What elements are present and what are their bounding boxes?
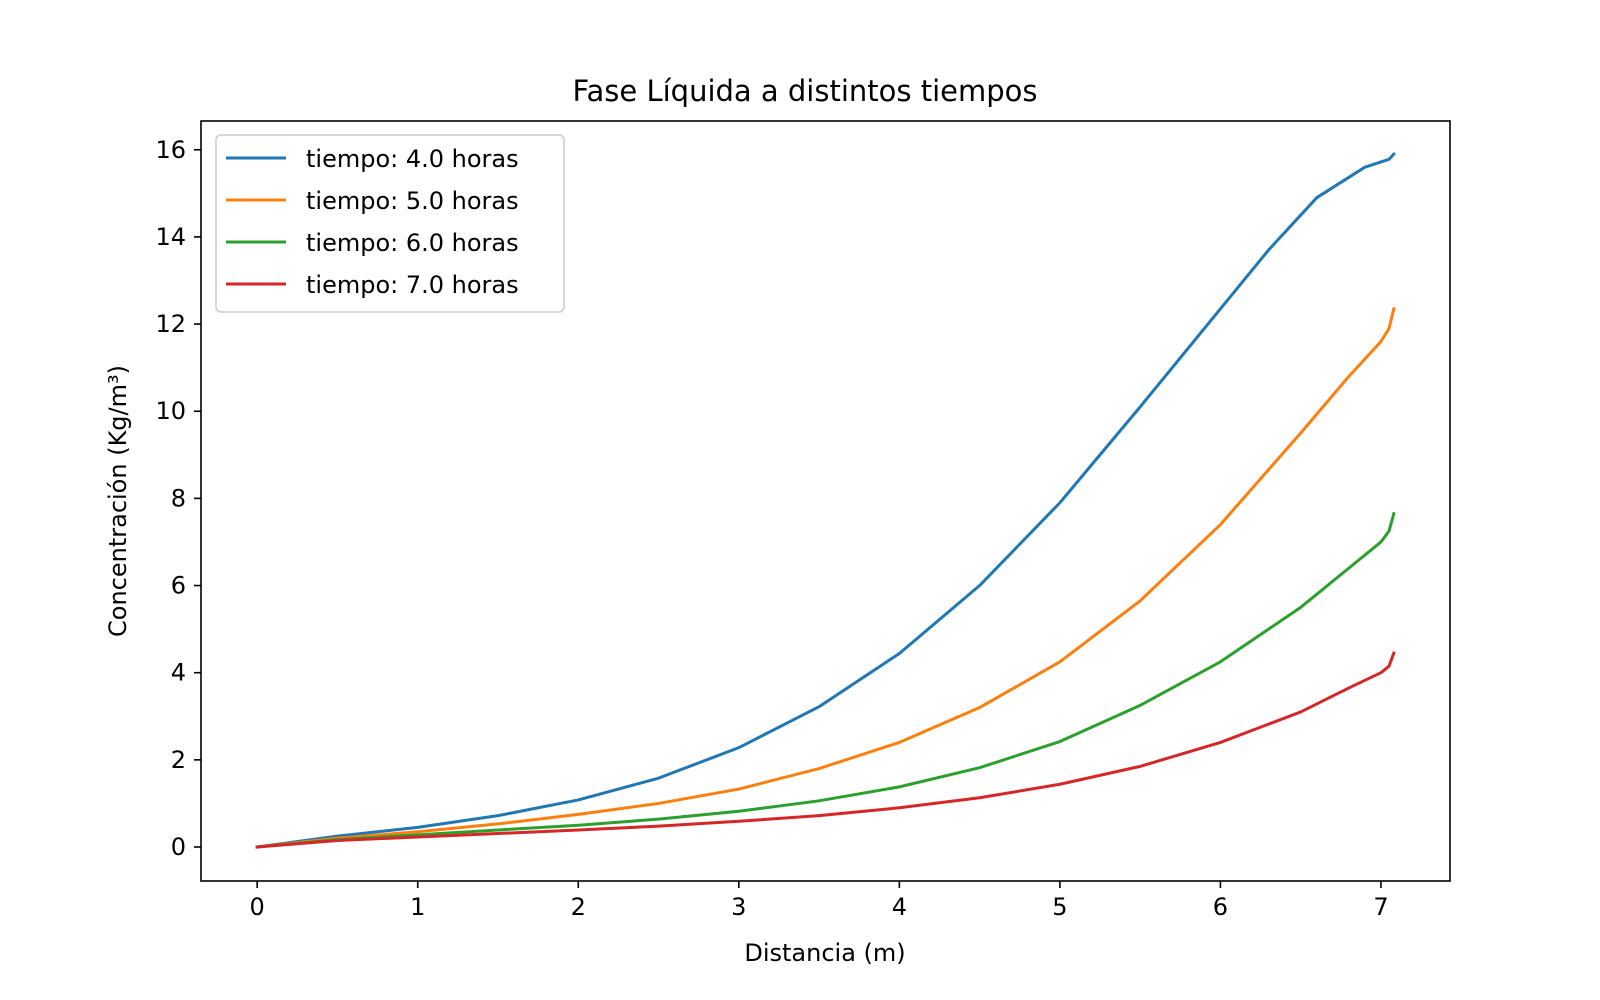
legend-label: tiempo: 5.0 horas (306, 187, 519, 215)
y-tick-label: 14 (155, 223, 186, 251)
y-tick-label: 0 (171, 833, 186, 861)
chart-title: Fase Líquida a distintos tiempos (572, 74, 1037, 108)
legend-label: tiempo: 4.0 horas (306, 145, 519, 173)
x-tick-label: 0 (250, 893, 265, 921)
legend: tiempo: 4.0 horas tiempo: 5.0 horas tiempo… (215, 134, 565, 313)
legend-label: tiempo: 6.0 horas (306, 229, 519, 257)
y-axis-label: Concentración (Kg/m³) (104, 365, 132, 637)
plot-area (255, 152, 1396, 849)
x-tick-label: 4 (892, 893, 907, 921)
series-line-1 (255, 152, 1396, 849)
x-axis-label: Distancia (m) (744, 939, 905, 967)
legend-label: tiempo: 7.0 horas (306, 271, 519, 299)
x-tick-label: 2 (571, 893, 586, 921)
x-axis: 0 1 2 3 4 5 6 7 (250, 881, 1389, 921)
x-tick-label: 5 (1052, 893, 1067, 921)
axes-frame (200, 120, 1451, 882)
y-tick-label: 10 (155, 397, 186, 425)
y-axis: 0 2 4 6 8 10 12 14 16 (155, 136, 201, 861)
legend-box (215, 134, 565, 313)
x-tick-label: 6 (1213, 893, 1228, 921)
series-line-4 (255, 651, 1396, 849)
y-tick-label: 6 (171, 572, 186, 600)
x-tick-label: 7 (1373, 893, 1388, 921)
series-line-2 (255, 307, 1396, 849)
series-line-3 (255, 511, 1396, 849)
x-tick-label: 3 (731, 893, 746, 921)
y-tick-label: 4 (171, 659, 186, 687)
y-tick-label: 2 (171, 746, 186, 774)
x-tick-label: 1 (410, 893, 425, 921)
y-tick-label: 16 (155, 136, 186, 164)
y-tick-label: 12 (155, 310, 186, 338)
y-tick-label: 8 (171, 484, 186, 512)
